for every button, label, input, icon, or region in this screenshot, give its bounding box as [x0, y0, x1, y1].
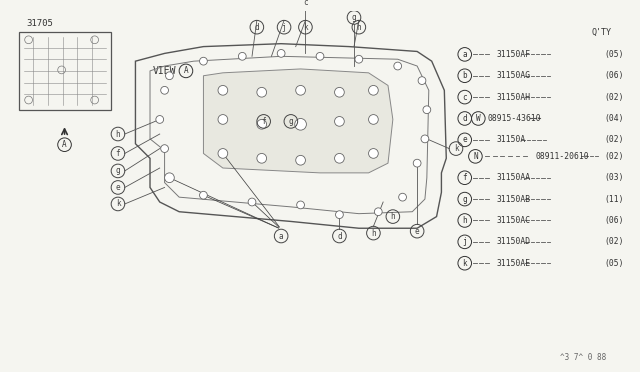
Text: 31150AG: 31150AG: [497, 71, 531, 80]
Text: 08911-20610: 08911-20610: [536, 152, 589, 161]
Text: 31150AE: 31150AE: [497, 259, 531, 268]
Circle shape: [218, 115, 228, 124]
Circle shape: [296, 155, 305, 165]
Text: (02): (02): [605, 237, 624, 246]
Text: g: g: [463, 195, 467, 203]
Text: f: f: [116, 149, 120, 158]
Text: (02): (02): [605, 152, 624, 161]
Text: A: A: [184, 66, 188, 76]
Text: h: h: [371, 229, 376, 238]
Circle shape: [218, 86, 228, 95]
Circle shape: [295, 118, 307, 130]
Text: W: W: [476, 114, 481, 123]
Text: k: k: [463, 259, 467, 268]
Circle shape: [316, 52, 324, 60]
Text: g: g: [289, 117, 293, 126]
Text: Q'TY: Q'TY: [591, 28, 611, 36]
Text: ^3 7^ 0 88: ^3 7^ 0 88: [560, 353, 607, 362]
Text: d: d: [255, 23, 259, 32]
Text: d: d: [337, 231, 342, 241]
Circle shape: [355, 55, 363, 63]
Text: (04): (04): [605, 114, 624, 123]
Text: 31150AD: 31150AD: [497, 237, 531, 246]
Text: (06): (06): [605, 71, 624, 80]
Text: e: e: [116, 183, 120, 192]
Text: 08915-43610: 08915-43610: [487, 114, 541, 123]
Circle shape: [369, 86, 378, 95]
Circle shape: [423, 106, 431, 113]
Circle shape: [413, 159, 421, 167]
Circle shape: [257, 87, 267, 97]
Circle shape: [161, 145, 168, 153]
Circle shape: [257, 119, 267, 129]
Circle shape: [421, 135, 429, 143]
Circle shape: [296, 86, 305, 95]
Text: e: e: [415, 227, 419, 235]
Circle shape: [418, 77, 426, 84]
Text: b: b: [463, 71, 467, 80]
Text: g: g: [352, 13, 356, 22]
Text: A: A: [62, 140, 67, 149]
Text: a: a: [279, 231, 284, 241]
Circle shape: [200, 57, 207, 65]
Circle shape: [335, 116, 344, 126]
Text: (05): (05): [605, 259, 624, 268]
Text: 31150AA: 31150AA: [497, 173, 531, 182]
Text: j: j: [282, 23, 286, 32]
Text: d: d: [463, 114, 467, 123]
Text: 31705: 31705: [27, 19, 54, 28]
Text: k: k: [454, 144, 458, 153]
Circle shape: [248, 198, 256, 206]
Circle shape: [297, 201, 305, 209]
Text: h: h: [356, 23, 361, 32]
Circle shape: [335, 211, 343, 218]
Circle shape: [156, 116, 164, 124]
Text: a: a: [463, 50, 467, 59]
Circle shape: [166, 72, 173, 80]
Text: N: N: [473, 152, 477, 161]
Text: 31150AC: 31150AC: [497, 216, 531, 225]
Circle shape: [369, 148, 378, 158]
Text: j: j: [463, 237, 467, 246]
Text: VIEW: VIEW: [153, 66, 177, 76]
Circle shape: [200, 191, 207, 199]
Circle shape: [369, 115, 378, 124]
Circle shape: [399, 193, 406, 201]
Circle shape: [239, 52, 246, 60]
Circle shape: [257, 153, 267, 163]
Circle shape: [374, 208, 382, 216]
Circle shape: [335, 87, 344, 97]
Text: g: g: [116, 166, 120, 176]
Bar: [19, 32, 111, 110]
Circle shape: [164, 173, 174, 183]
Text: (05): (05): [605, 50, 624, 59]
Text: c: c: [463, 93, 467, 102]
Text: (03): (03): [605, 173, 624, 182]
Polygon shape: [204, 69, 393, 173]
Text: 31150AB: 31150AB: [497, 195, 531, 203]
Text: h: h: [390, 212, 395, 221]
Text: k: k: [303, 23, 308, 32]
Text: 31150A: 31150A: [497, 135, 526, 144]
Circle shape: [394, 62, 401, 70]
Circle shape: [277, 49, 285, 57]
Text: 31150AH: 31150AH: [497, 93, 531, 102]
Text: k: k: [116, 199, 120, 208]
Circle shape: [335, 153, 344, 163]
Text: h: h: [463, 216, 467, 225]
Text: e: e: [463, 135, 467, 144]
Circle shape: [218, 148, 228, 158]
Text: c: c: [303, 0, 308, 7]
Text: (11): (11): [605, 195, 624, 203]
Text: h: h: [116, 129, 120, 138]
Text: 31150AF: 31150AF: [497, 50, 531, 59]
Text: (02): (02): [605, 135, 624, 144]
Text: (06): (06): [605, 216, 624, 225]
Text: (02): (02): [605, 93, 624, 102]
Circle shape: [161, 86, 168, 94]
Text: f: f: [261, 117, 266, 126]
Text: f: f: [463, 173, 467, 182]
